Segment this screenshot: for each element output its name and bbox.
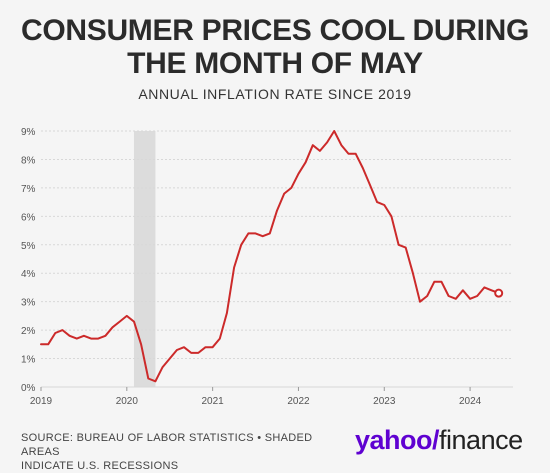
brand-suffix: finance [439, 425, 523, 455]
y-tick-label: 5% [21, 241, 36, 252]
source-note: SOURCE: BUREAU OF LABOR STATISTICS • SHA… [21, 431, 351, 473]
chart-title-line-1: CONSUMER PRICES COOL DURING [20, 14, 530, 47]
chart-subtitle: ANNUAL INFLATION RATE SINCE 2019 [138, 86, 412, 102]
x-tick-label: 2023 [373, 396, 396, 407]
chart-title-line-2: THE MONTH OF MAY [127, 47, 423, 80]
y-tick-label: 6% [21, 212, 36, 223]
y-tick-label: 8% [21, 155, 36, 166]
inflation-rate-line [40, 130, 500, 383]
y-tick-label: 7% [21, 184, 36, 195]
source-note-line-1: SOURCE: BUREAU OF LABOR STATISTICS • SHA… [21, 432, 313, 458]
y-tick-label: 3% [21, 298, 36, 309]
x-tick-label: 2020 [116, 396, 139, 407]
y-tick-label: 0% [21, 383, 36, 394]
chart-title: CONSUMER PRICES COOL DURING THE MONTH OF… [0, 14, 550, 80]
brand-text: yahoo [355, 425, 433, 455]
source-note-line-2: INDICATE U.S. RECESSIONS [21, 460, 179, 472]
brand-slash: / [432, 425, 440, 455]
latest-value-marker [494, 288, 504, 298]
y-tick-label: 2% [21, 326, 36, 337]
y-tick-label: 9% [21, 127, 36, 138]
y-tick-label: 4% [21, 269, 36, 280]
x-tick-label: 2021 [202, 396, 225, 407]
x-tick-label: 2022 [287, 396, 310, 407]
x-tick-label: 2019 [30, 396, 53, 407]
yahoo-finance-logo: yahoo/finance [355, 425, 523, 456]
y-tick-label: 1% [21, 355, 36, 366]
x-tick-label: 2024 [459, 396, 482, 407]
recession-shading [133, 131, 156, 387]
